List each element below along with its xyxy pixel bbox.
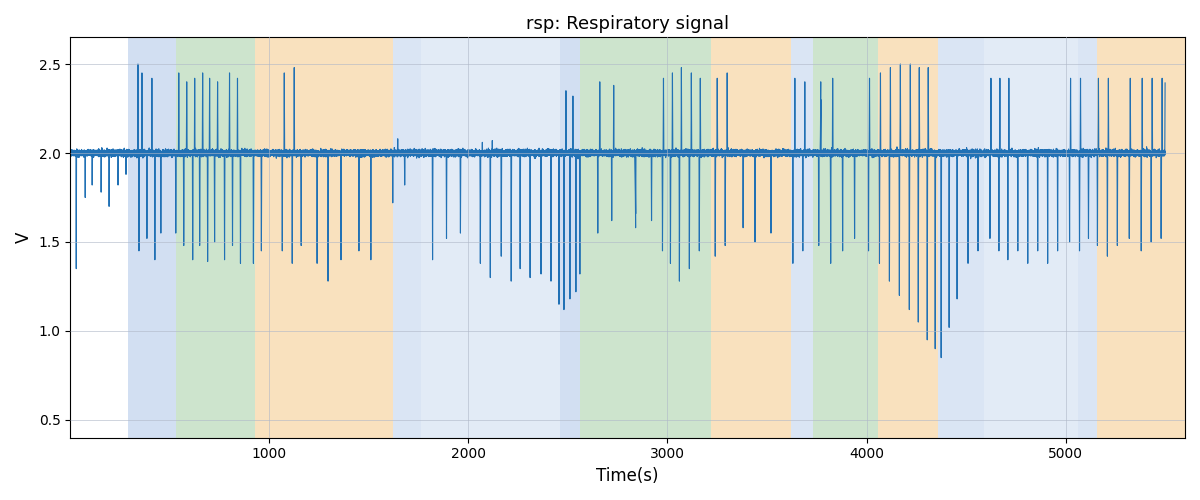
Y-axis label: V: V [16,232,34,243]
Bar [128,38,175,438]
Bar [580,38,712,438]
Bar [560,38,580,438]
Bar [791,38,812,438]
Bar [938,38,984,438]
Bar [256,38,392,438]
Bar [984,38,1078,438]
Bar [175,38,256,438]
X-axis label: Time(s): Time(s) [596,467,659,485]
Bar [1098,38,1184,438]
Bar [1078,38,1098,438]
Bar [712,38,791,438]
Bar [812,38,878,438]
Bar [421,38,560,438]
Bar [392,38,421,438]
Title: rsp: Respiratory signal: rsp: Respiratory signal [526,15,730,33]
Bar [878,38,938,438]
